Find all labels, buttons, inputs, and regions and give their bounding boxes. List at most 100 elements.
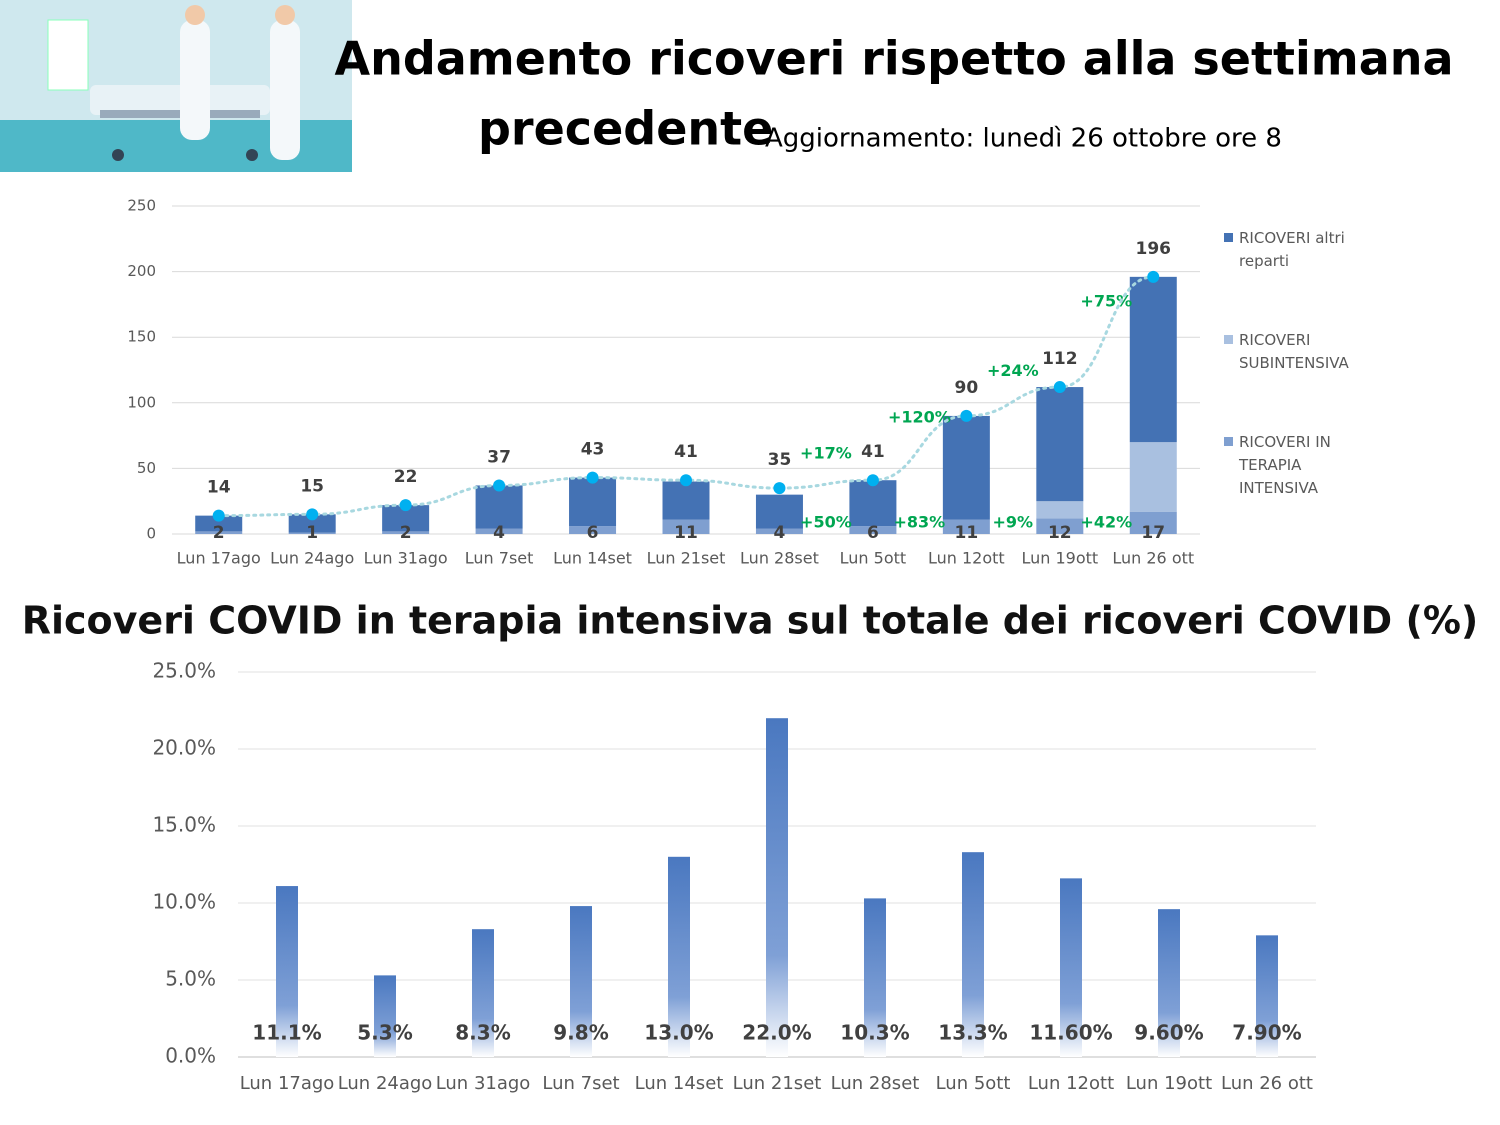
total-label: 90 (955, 378, 979, 398)
x-tick-label: Lun 7set (542, 1073, 619, 1094)
bar-segment (849, 526, 897, 534)
total-point (866, 474, 879, 487)
chart-title: Ricoveri COVID in terapia intensiva sul … (22, 599, 1479, 643)
bar-segment (942, 415, 990, 520)
total-line (217, 275, 1155, 518)
bar-segment (662, 519, 710, 534)
total-label: 43 (581, 440, 605, 460)
data-label: 2 (400, 523, 412, 543)
y-tick-label: 50 (137, 459, 156, 477)
data-label: 13.3% (938, 1021, 1007, 1045)
data-label: 11.60% (1029, 1021, 1112, 1045)
bar-segment (1036, 518, 1084, 534)
data-label: 12 (1048, 523, 1072, 543)
change-label: +17% (800, 444, 852, 463)
illustration (0, 0, 352, 172)
bar-segment (288, 514, 336, 533)
subtitle: Aggiornamento: lunedì 26 ottobre ore 8 (765, 124, 1282, 154)
bar-segment (662, 481, 710, 520)
bar-segment (755, 494, 803, 529)
data-label: 4 (493, 523, 505, 543)
bar (766, 718, 788, 1057)
title: precedente (478, 102, 773, 156)
legend-label: RICOVERI IN TERAPIA INTENSIVA (1238, 433, 1331, 497)
total-point (1053, 381, 1066, 394)
bar-segment (942, 519, 990, 534)
data-label: 6 (867, 523, 879, 543)
total-label: 41 (861, 442, 885, 462)
x-tick-label: Lun 14set (553, 549, 632, 568)
x-tick-label: Lun 26 ott (1221, 1073, 1313, 1094)
bar-segment (382, 531, 430, 534)
data-label: 11.1% (252, 1021, 321, 1045)
bar (1256, 935, 1278, 1057)
x-tick-label: Lun 24ago (270, 549, 354, 568)
y-tick-label: 150 (127, 328, 156, 346)
data-label: 22.0% (742, 1021, 811, 1045)
y-tick-label: 200 (127, 262, 156, 280)
bar-segment (569, 477, 617, 527)
x-tick-label: Lun 17ago (177, 549, 261, 568)
legend-swatch (1224, 233, 1233, 242)
legend-label: RICOVERI SUBINTENSIVA (1239, 331, 1350, 372)
bar-segment (475, 528, 523, 534)
x-tick-label: Lun 19ott (1126, 1073, 1212, 1094)
y-tick-label: 5.0% (165, 967, 216, 991)
data-label: 7.90% (1232, 1021, 1301, 1045)
y-tick-label: 0 (146, 525, 156, 543)
y-tick-label: 15.0% (152, 813, 216, 837)
x-tick-label: Lun 28set (831, 1073, 920, 1094)
data-label: 4 (774, 523, 786, 543)
data-label: 8.3% (455, 1021, 510, 1045)
data-label: 2 (213, 523, 225, 543)
bar (668, 856, 690, 1057)
bar (962, 852, 984, 1057)
y-tick-label: 25.0% (152, 659, 216, 683)
bar-segment (195, 515, 243, 532)
bar-segment (1129, 276, 1177, 443)
y-tick-label: 10.0% (152, 890, 216, 914)
x-tick-label: Lun 12ott (928, 549, 1005, 568)
bar (570, 906, 592, 1057)
x-tick-label: Lun 14set (635, 1073, 724, 1094)
total-point (212, 509, 225, 522)
legend-swatch (1224, 335, 1233, 344)
total-point (773, 482, 786, 495)
x-tick-label: Lun 28set (740, 549, 819, 568)
x-tick-label: Lun 19ott (1021, 549, 1098, 568)
total-point (306, 508, 319, 521)
data-label: 6 (587, 523, 599, 543)
data-label: 5.3% (357, 1021, 412, 1045)
bar-segment (475, 485, 523, 529)
bar-segment (1036, 501, 1084, 519)
data-label: 9.8% (553, 1021, 608, 1045)
x-tick-label: Lun 31ago (364, 549, 448, 568)
x-tick-label: Lun 26 ott (1112, 549, 1194, 568)
data-label: 13.0% (644, 1021, 713, 1045)
data-label: 11 (955, 523, 979, 543)
bar-segment (1129, 442, 1177, 512)
total-label: 112 (1042, 349, 1078, 369)
data-label: 17 (1141, 523, 1165, 543)
change-label: +50% (800, 513, 852, 532)
total-point (960, 409, 973, 422)
bar (864, 898, 886, 1057)
bar (1060, 878, 1082, 1057)
y-tick-label: 20.0% (152, 736, 216, 760)
x-tick-label: Lun 21set (733, 1073, 822, 1094)
legend-label: RICOVERI altri reparti (1239, 229, 1345, 270)
total-point (1147, 270, 1160, 283)
x-tick-label: Lun 5ott (840, 549, 907, 568)
total-point (680, 474, 692, 487)
bar-segment (849, 480, 897, 527)
bar-segment (195, 531, 243, 534)
total-point (493, 479, 506, 492)
legend-swatch (1224, 437, 1233, 446)
bar-segment (755, 528, 803, 534)
bar-segment (569, 526, 617, 534)
data-label: 9.60% (1134, 1021, 1203, 1045)
total-label: 14 (207, 478, 231, 498)
data-label: 10.3% (840, 1021, 909, 1045)
bar (1158, 909, 1180, 1057)
